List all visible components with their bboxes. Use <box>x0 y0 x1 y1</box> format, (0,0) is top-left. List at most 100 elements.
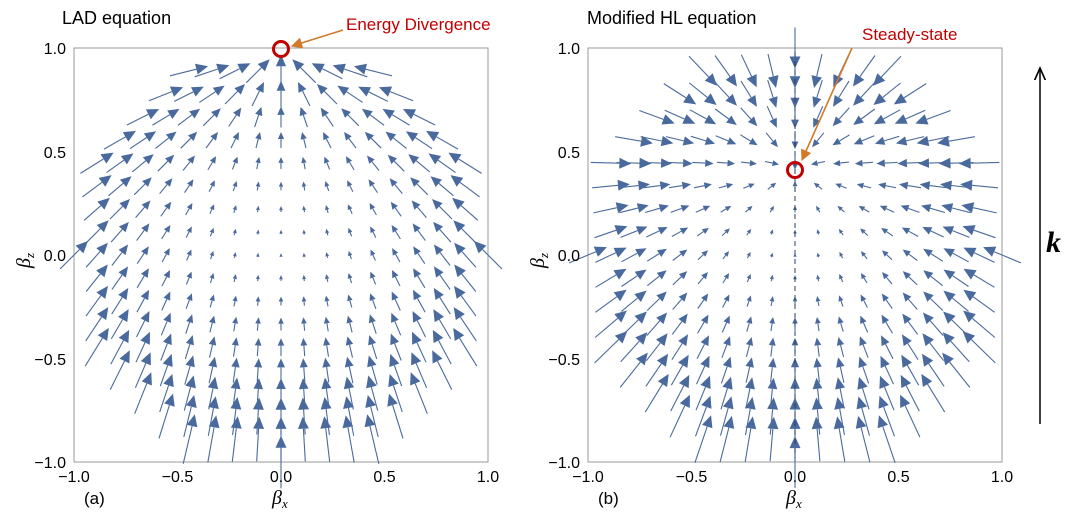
panel-b-arrow-head <box>768 357 777 368</box>
panel-a-arrow-head <box>98 175 112 187</box>
panel-b-arrow-head <box>900 205 910 212</box>
panel-a-arrow-shaft <box>85 251 101 268</box>
panel-b-arrow-head <box>832 137 842 146</box>
panel-a-arrow-shaft <box>416 342 427 363</box>
panel-b-arrow-head <box>724 205 732 212</box>
panel-a-arrow-head <box>237 63 251 74</box>
panel-a-arrow-shaft <box>209 322 213 333</box>
panel-a-arrow-shaft <box>228 114 237 127</box>
panel-a-arrow-shaft <box>349 232 353 237</box>
panel-b-arrow-head <box>878 182 887 189</box>
panel-b-arrow-head <box>881 335 890 347</box>
panel-b-arrow-shaft <box>952 230 970 238</box>
panel-a-arrow-head <box>347 273 353 279</box>
panel-b-arrow-head <box>921 373 933 387</box>
panel-a-arrow-head <box>454 242 466 255</box>
panel-b-arrow-shaft <box>929 342 945 362</box>
panel-b-arrow-shaft <box>906 136 925 142</box>
panel-b-arrow-shaft <box>906 161 923 164</box>
panel-a-arrow-head <box>209 250 214 257</box>
panel-b-arrow-shaft <box>743 185 750 189</box>
panel-a-arrow-head <box>474 241 487 254</box>
panel-a-arrow-head <box>433 266 444 278</box>
panel-a-arrow-shaft <box>302 90 311 107</box>
panel-a-arrow-shaft <box>326 300 329 307</box>
panel-b-arrow-shaft <box>745 388 751 409</box>
panel-b-arrow-head <box>722 356 732 368</box>
panel-b-arrow-head <box>940 180 952 191</box>
panel-b-arrow-head <box>678 334 689 347</box>
panel-a-arrow-shaft <box>349 322 353 333</box>
panel-a-arrow-head <box>432 199 443 210</box>
panel-a-arrow-shaft <box>136 275 145 289</box>
panel-b-arrow-head <box>882 272 889 280</box>
panel-b-arrow-shaft <box>595 252 617 263</box>
panel-b-arrow-shaft <box>862 322 869 333</box>
panel-b-arrow-shaft <box>697 276 705 285</box>
panel-a-arrow-head <box>368 314 376 324</box>
panel-a-arrow-head <box>343 396 354 409</box>
panel-a-arrow-head <box>189 108 201 119</box>
panel-b-arrow-shaft <box>817 367 820 383</box>
panel-a-arrow-shaft <box>232 366 236 383</box>
panel-a-arrow-shaft <box>180 137 192 149</box>
panel-b-arrow-shaft <box>885 185 897 189</box>
panel-a-arrow-head <box>369 203 376 210</box>
panel-b-arrow-head <box>859 336 867 346</box>
panel-b-arrow-head <box>943 290 956 302</box>
panel-b-arrow-shaft <box>696 343 705 359</box>
panel-a-arrow-shaft <box>394 207 402 217</box>
panel-b-arrow-head <box>703 93 717 105</box>
panel-a-arrow-shaft <box>194 68 219 78</box>
panel-b-arrow-head <box>746 295 752 302</box>
panel-b-arrow-shaft <box>816 132 825 142</box>
panel-b-arrow-head <box>656 312 668 325</box>
panel-a-arrow-head <box>120 153 134 165</box>
panel-a-letter: (a) <box>84 489 105 508</box>
panel-a-arrow-head <box>186 203 193 210</box>
panel-b-arrow-head <box>636 352 648 366</box>
panel-b-arrow-head <box>881 293 889 302</box>
panel-a-arrow-shaft <box>438 319 452 340</box>
panel-a-arrow-shaft <box>416 320 426 338</box>
panel-a-arrow-head <box>185 355 195 368</box>
panel-b-arrow-shaft <box>721 322 728 333</box>
panel-a-arrow-shaft <box>232 388 237 409</box>
panel-a-arrow-head <box>453 327 465 341</box>
panel-b-arrow-head <box>725 93 737 106</box>
panel-a-arrow-head <box>322 357 331 368</box>
panel-a-arrow-head <box>402 109 417 120</box>
panel-b-arrow-head <box>661 114 675 125</box>
panel-b-arrow-shaft <box>904 405 921 438</box>
panel-b-arrow-shaft <box>663 83 687 99</box>
panel-b-arrow-head <box>682 158 693 168</box>
panel-a-arrow-head <box>348 227 353 234</box>
panel-b-arrow-head <box>902 271 912 280</box>
panel-a-arrow-shaft <box>183 386 192 411</box>
panel-a-arrow-head <box>208 415 220 429</box>
panel-a-arrow-head <box>96 220 109 233</box>
panel-b-arrow-shaft <box>859 55 876 78</box>
panel-b-arrow-shaft <box>722 254 727 260</box>
panel-a-arrow-shaft <box>136 229 145 241</box>
panel-b-arrow-shaft <box>885 276 893 285</box>
panel-b-arrow-head <box>749 160 757 167</box>
panel-b-arrow-head <box>658 204 669 213</box>
panel-b-arrow-head <box>634 311 647 324</box>
panel-a-arrow-head <box>255 132 262 140</box>
panel-b-arrow-head <box>656 333 668 347</box>
panel-a-arrow-head <box>321 377 332 390</box>
panel-b-arrow-shaft <box>670 364 684 386</box>
panel-a-arrow-shaft <box>135 342 146 363</box>
panel-b-arrow-shaft <box>721 231 727 237</box>
panel-a-arrow-shaft <box>135 206 146 218</box>
panel-b-arrow-head <box>678 292 688 302</box>
panel-a-arrow-head <box>163 312 171 323</box>
panel-a-arrow-shaft <box>256 388 259 409</box>
panel-b-arrow-shaft <box>883 406 896 437</box>
panel-b-arrow-head <box>923 248 933 257</box>
panel-b-arrow-shaft <box>595 274 617 288</box>
panel-a-arrow-shaft <box>231 162 236 170</box>
panel-a-arrow-head <box>317 84 328 95</box>
